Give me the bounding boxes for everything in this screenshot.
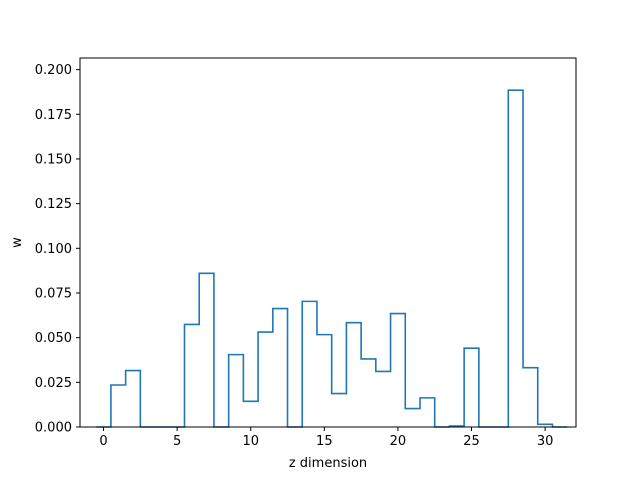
x-tick-label: 20 bbox=[390, 434, 407, 449]
y-tick-label: 0.150 bbox=[35, 152, 72, 167]
x-tick-label: 0 bbox=[99, 434, 107, 449]
y-tick-label: 0.075 bbox=[35, 286, 72, 301]
y-tick-label: 0.125 bbox=[35, 197, 72, 212]
plot-frame bbox=[79, 57, 577, 428]
y-tick-label: 0.200 bbox=[35, 63, 72, 78]
x-axis-label: z dimension bbox=[289, 456, 367, 471]
y-tick-label: 0.100 bbox=[35, 242, 72, 257]
y-tick-label: 0.175 bbox=[35, 108, 72, 123]
x-tick-label: 10 bbox=[242, 434, 259, 449]
plot-area bbox=[80, 58, 576, 427]
y-tick-label: 0.050 bbox=[35, 331, 72, 346]
y-tick-label: 0.025 bbox=[35, 376, 72, 391]
x-tick-label: 5 bbox=[173, 434, 181, 449]
x-tick-label: 25 bbox=[463, 434, 480, 449]
y-tick-label: 0.000 bbox=[35, 421, 72, 436]
x-tick-label: 15 bbox=[316, 434, 333, 449]
x-tick-label: 30 bbox=[537, 434, 554, 449]
y-axis-label: w bbox=[10, 237, 25, 248]
x-axis-ticks: 0 5 10 15 20 25 30 bbox=[99, 427, 553, 449]
y-axis-ticks: 0.000 0.025 0.050 0.075 0.100 0.125 0.150 0.175… bbox=[35, 63, 80, 436]
